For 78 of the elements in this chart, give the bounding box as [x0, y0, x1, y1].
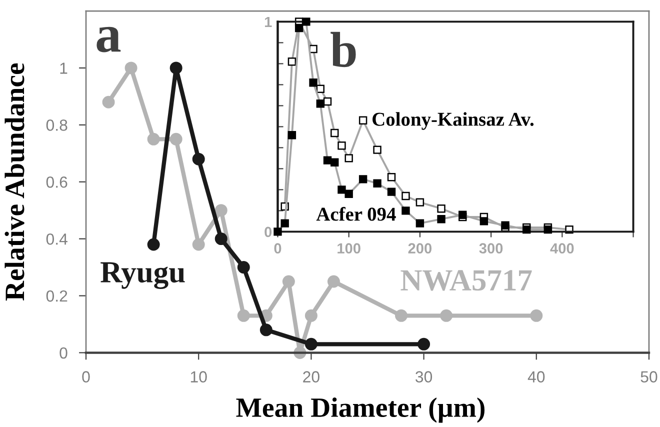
point — [214, 204, 228, 217]
point — [458, 210, 467, 219]
point — [147, 238, 160, 251]
series-label: Acfer 094 — [316, 206, 396, 221]
point — [387, 172, 396, 182]
point — [338, 141, 346, 150]
x-axis-title: Mean Diameter (µm) — [236, 398, 484, 423]
point — [192, 238, 205, 251]
point — [437, 204, 446, 213]
point — [338, 186, 346, 194]
point — [387, 188, 396, 196]
x-tick-label: 300 — [479, 243, 503, 254]
point — [309, 78, 318, 87]
point — [316, 84, 324, 93]
annotation: b — [330, 32, 356, 68]
point — [373, 179, 382, 188]
point — [416, 219, 424, 228]
series-label: NWA5717 — [400, 270, 532, 291]
point — [288, 57, 296, 66]
y-axis-title: Relative Abundance — [4, 63, 24, 301]
point — [147, 132, 160, 146]
point — [323, 156, 332, 164]
point — [501, 221, 510, 230]
point — [402, 192, 410, 200]
y-tick-label: 1 — [264, 16, 272, 27]
point — [402, 206, 410, 215]
point — [530, 309, 543, 322]
point — [440, 309, 453, 322]
point — [124, 62, 138, 74]
point — [237, 309, 250, 322]
x-tick-label: 0 — [82, 371, 90, 382]
point — [214, 232, 228, 246]
point — [316, 99, 324, 108]
point — [327, 275, 340, 288]
point — [102, 96, 115, 108]
point — [358, 175, 368, 184]
point — [304, 309, 318, 322]
x-tick-label: 30 — [416, 371, 432, 382]
annotation: a — [96, 26, 121, 52]
x-tick-label: 10 — [190, 371, 207, 382]
point — [302, 18, 310, 26]
x-tick-label: 20 — [303, 371, 320, 382]
point — [280, 219, 289, 228]
x-tick-label: 40 — [528, 371, 545, 382]
point — [416, 198, 424, 206]
x-tick-label: 200 — [408, 243, 432, 254]
y-tick-label: 1 — [60, 62, 68, 74]
point — [237, 261, 250, 274]
point — [260, 324, 272, 336]
y-tick-label: 0.6 — [46, 176, 68, 188]
point — [344, 190, 353, 198]
x-tick-label: 100 — [338, 243, 360, 254]
point — [395, 309, 408, 322]
point — [170, 132, 182, 146]
point — [274, 228, 282, 236]
x-tick-label: 400 — [550, 243, 574, 254]
point — [304, 338, 318, 350]
series-label: Ryugu — [100, 262, 185, 289]
point — [192, 152, 205, 166]
point — [437, 214, 446, 224]
series-label: Colony-Kainsaz Av. — [372, 112, 534, 130]
point — [480, 217, 488, 226]
y-tick-label: 0.2 — [46, 290, 68, 302]
point — [330, 158, 339, 166]
point — [170, 62, 182, 74]
y-tick-label: 0.4 — [46, 233, 68, 245]
point — [418, 338, 430, 350]
point — [282, 275, 295, 288]
y-tick-label: 0.8 — [46, 120, 68, 131]
point — [344, 154, 353, 162]
point — [330, 128, 339, 138]
point — [373, 146, 382, 154]
point — [358, 116, 368, 124]
point — [288, 130, 296, 140]
y-tick-label: 0 — [60, 347, 68, 359]
point — [294, 24, 304, 32]
x-tick-label: 0 — [274, 243, 282, 254]
x-tick-label: 50 — [640, 371, 658, 382]
